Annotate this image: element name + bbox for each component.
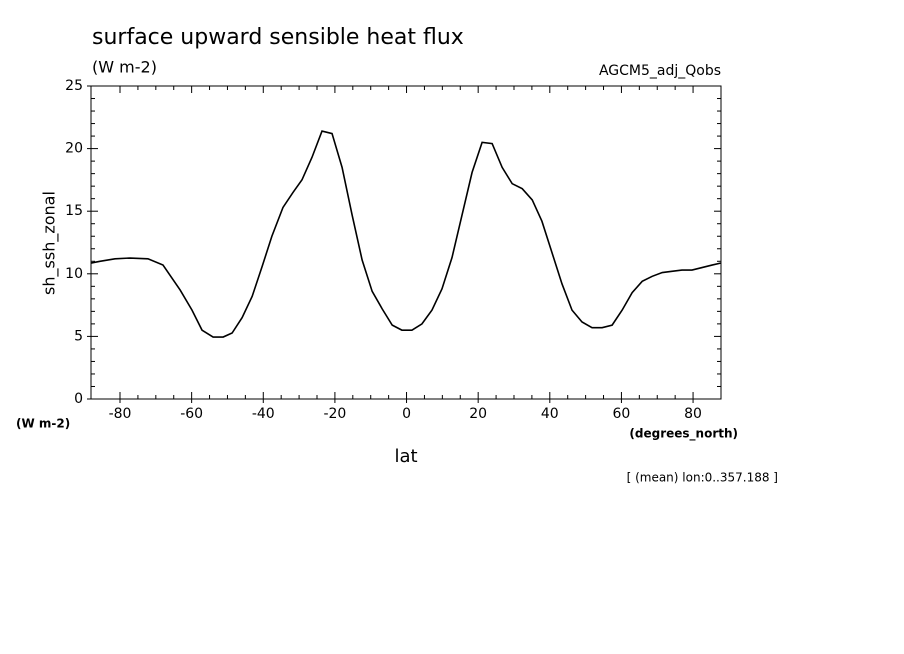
- y-tick-label: 20: [65, 141, 83, 157]
- x-tick-label: -20: [323, 406, 346, 422]
- y-units: (W m-2): [16, 417, 70, 431]
- y-tick-label: 0: [74, 391, 83, 407]
- x-units: (degrees_north): [629, 427, 738, 442]
- dataset-label: AGCM5_adj_Qobs: [599, 63, 721, 79]
- y-tick-label: 5: [74, 328, 83, 344]
- y-tick-label: 25: [65, 78, 83, 94]
- x-tick-label: 80: [684, 406, 702, 422]
- note: [ (mean) lon:0..357.188 ]: [627, 471, 778, 485]
- chart-title: surface upward sensible heat flux: [92, 25, 464, 50]
- x-tick-label: 20: [469, 406, 487, 422]
- plot-frame: [90, 85, 722, 400]
- y-tick-label: 10: [65, 266, 83, 282]
- chart-subtitle: (W m-2): [92, 58, 157, 77]
- x-tick-label: -60: [180, 406, 203, 422]
- x-tick-label: 40: [541, 406, 559, 422]
- x-tick-label: -40: [252, 406, 275, 422]
- y-axis-label: sh_ssh_zonal: [40, 191, 60, 295]
- x-tick-label: 0: [402, 406, 411, 422]
- x-tick-label: -80: [109, 406, 132, 422]
- x-tick-label: 60: [613, 406, 631, 422]
- data-line: [90, 130, 722, 338]
- x-axis-label: lat: [394, 446, 417, 467]
- y-tick-label: 15: [65, 203, 83, 219]
